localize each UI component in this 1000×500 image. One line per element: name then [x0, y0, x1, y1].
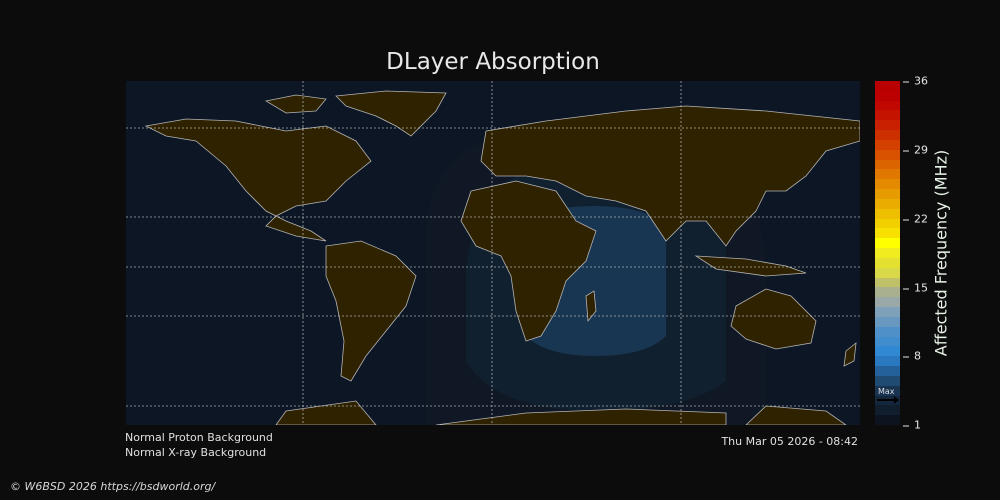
colorbar-band — [875, 179, 900, 190]
colorbar-band — [875, 307, 900, 317]
colorbar-band — [875, 90, 900, 101]
colorbar-band — [875, 100, 900, 111]
colorbar-band — [875, 356, 900, 367]
colorbar-band — [875, 366, 900, 376]
antarctica — [275, 400, 847, 425]
colorbar-band — [875, 375, 900, 386]
greenland — [335, 90, 447, 137]
colorbar-label: Affected Frequency (MHz) — [931, 149, 951, 357]
colorbar-band — [875, 346, 900, 357]
timestamp: Thu Mar 05 2026 - 08:42 — [721, 435, 858, 448]
colorbar-tick: 29 — [903, 144, 928, 157]
colorbar-band — [875, 267, 900, 278]
copyright: © W6BSD 2026 https://bsdworld.org/ — [10, 480, 216, 493]
colorbar-band — [875, 287, 900, 298]
colorbar-band — [875, 149, 900, 160]
indonesia — [694, 255, 807, 277]
colorbar-tick: 1 — [903, 419, 921, 432]
new-zealand — [843, 342, 857, 367]
gridlines — [126, 81, 860, 425]
colorbar-band — [875, 120, 900, 131]
south-america — [325, 240, 417, 382]
colorbar-band — [875, 297, 900, 308]
colorbar-band — [875, 189, 900, 199]
colorbar-band — [875, 218, 900, 229]
colorbar-band — [875, 139, 900, 150]
colorbar-band — [875, 385, 900, 396]
colorbar-band — [875, 277, 900, 288]
xray-status: Normal X-ray Background — [125, 446, 267, 459]
colorbar-tick: 36 — [903, 75, 928, 88]
colorbar-band — [875, 159, 900, 170]
max-arrow-icon — [877, 396, 899, 404]
arctic-islands — [264, 94, 327, 114]
colorbar-band — [875, 248, 900, 258]
colorbar-band — [875, 110, 900, 121]
colorbar-band — [875, 405, 900, 416]
madagascar — [585, 290, 597, 323]
colorbar-band — [875, 415, 900, 425]
continents — [144, 90, 860, 425]
africa — [460, 180, 597, 342]
colorbar — [875, 81, 900, 425]
colorbar-tick: 8 — [903, 350, 921, 363]
colorbar-tick: 15 — [903, 282, 928, 295]
chart-title: DLayer Absorption — [386, 49, 600, 75]
colorbar-band — [875, 238, 900, 249]
colorbar-tick: 22 — [903, 213, 928, 226]
max-marker-label: Max — [878, 387, 895, 396]
colorbar-band — [875, 81, 900, 91]
world-map — [126, 81, 860, 425]
australia — [730, 288, 817, 350]
colorbar-band — [875, 169, 900, 180]
colorbar-band — [875, 228, 900, 239]
colorbar-band — [875, 316, 900, 327]
colorbar-band — [875, 336, 900, 347]
colorbar-band — [875, 257, 900, 268]
colorbar-band — [875, 130, 900, 140]
north-america — [144, 118, 372, 242]
colorbar-band — [875, 326, 900, 337]
colorbar-band — [875, 208, 900, 219]
europe-asia — [480, 105, 860, 247]
colorbar-band — [875, 198, 900, 209]
proton-status: Normal Proton Background — [125, 431, 273, 444]
